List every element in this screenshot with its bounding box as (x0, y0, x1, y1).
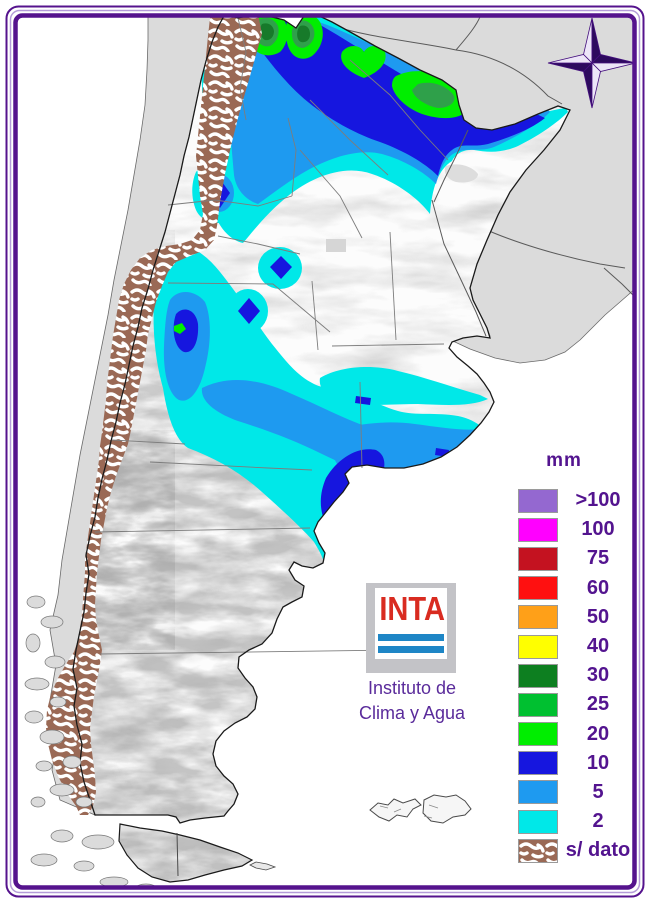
legend-label-v40: 40 (586, 635, 610, 658)
legend-label-v60: 60 (586, 576, 610, 599)
chilean-islands (24, 595, 157, 886)
legend-rows: >100 100 75 60 50 40 30 25 20 10 5 2 s/ dato (518, 486, 638, 865)
legend-row-v60: 60 (518, 574, 638, 603)
legend-swatch-gt100 (518, 488, 558, 513)
inta-logo-inner: INTA (375, 588, 447, 659)
legend-row-v25: 25 (518, 690, 638, 719)
legend-label-v2: 2 (592, 810, 604, 833)
legend-label-v50: 50 (586, 605, 610, 628)
legend-row-v10: 10 (518, 749, 638, 778)
legend-row-v30: 30 (518, 661, 638, 690)
precip-10mm-core1 (270, 256, 292, 279)
legend-swatch-v30 (518, 663, 558, 688)
legend-row-v100: 100 (518, 515, 638, 544)
precip-10mm-core2 (238, 298, 260, 324)
argentina-outline (72, 17, 571, 883)
legend-title: mm (546, 450, 582, 471)
legend-swatch-v2 (518, 809, 558, 834)
legend-swatch-v75 (518, 546, 558, 571)
legend-swatch-v40 (518, 634, 558, 659)
precip-10mm-north (247, 17, 545, 176)
inta-caption: Instituto de Clima y Agua (336, 676, 488, 726)
legend-label-v30: 30 (586, 664, 610, 687)
legend-swatch-v50 (518, 605, 558, 630)
legend-row-v50: 50 (518, 603, 638, 632)
legend-label-v20: 20 (586, 722, 610, 745)
legend-row-v2: 2 (518, 807, 638, 836)
legend-row-nodata: s/ dato (518, 836, 638, 865)
legend-label-v25: 25 (586, 693, 610, 716)
page-frame (5, 5, 645, 898)
precip-20mm-heart (341, 46, 386, 78)
legend-label-nodata: s/ dato (565, 839, 631, 862)
legend-label-v75: 75 (586, 547, 610, 570)
legend-swatch-v5 (518, 780, 558, 805)
legend-swatch-v60 (518, 576, 558, 601)
legend-row-v75: 75 (518, 544, 638, 573)
legend-swatch-v25 (518, 692, 558, 717)
legend-swatch-nodata (518, 838, 558, 863)
province-borders (94, 17, 487, 655)
compass-rose-icon (547, 17, 633, 109)
inta-caption-line2: Clima y Agua (358, 703, 466, 723)
legend-row-v20: 20 (518, 720, 638, 749)
legend-label-gt100: >100 (575, 489, 621, 512)
tierra-del-fuego-border (176, 832, 179, 877)
legend-swatch-v100 (518, 517, 558, 542)
legend-swatch-v10 (518, 751, 558, 776)
no-data-band (46, 17, 262, 815)
inta-logo-text: INTA (379, 590, 445, 627)
legend-row-v5: 5 (518, 778, 638, 807)
legend-label-v100: 100 (581, 518, 615, 541)
precip-10mm-cuyo (173, 309, 199, 353)
inta-logo: INTA (366, 583, 456, 673)
inta-logo-bar (378, 634, 444, 641)
inta-caption-line1: Instituto de (367, 678, 457, 698)
legend-swatch-v20 (518, 722, 558, 747)
legend-label-v10: 10 (586, 751, 610, 774)
precip-2mm-east-band (319, 366, 488, 405)
legend-label-v5: 5 (592, 780, 604, 803)
malvinas-islands (369, 794, 472, 824)
legend-row-v40: 40 (518, 632, 638, 661)
inta-logo-bar (378, 646, 444, 653)
legend: mm >100 100 75 60 50 40 30 25 20 10 5 2 s/ dato (518, 450, 638, 865)
legend-row-gt100: >100 (518, 486, 638, 515)
